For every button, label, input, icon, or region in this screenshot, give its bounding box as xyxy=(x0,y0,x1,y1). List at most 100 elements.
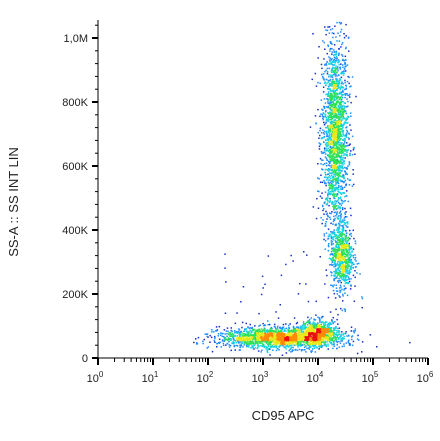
event-dot xyxy=(342,147,344,149)
event-dot xyxy=(340,100,342,102)
event-dot xyxy=(343,150,346,152)
event-dot xyxy=(270,341,273,343)
event-dot xyxy=(309,343,312,346)
event-dot xyxy=(339,93,342,95)
event-dot xyxy=(334,237,337,239)
event-dot xyxy=(336,145,338,148)
event-dot xyxy=(341,94,343,96)
event-dot xyxy=(328,59,331,61)
event-dot xyxy=(333,164,336,166)
event-dot xyxy=(239,336,241,338)
event-dot xyxy=(240,339,243,341)
event-dot xyxy=(275,311,277,313)
event-dot xyxy=(340,101,342,104)
event-dot xyxy=(337,199,339,202)
event-dot xyxy=(341,145,344,147)
event-dot xyxy=(309,328,312,331)
event-dot xyxy=(333,111,335,113)
event-dot xyxy=(229,333,231,336)
event-dot xyxy=(317,325,319,328)
event-dot xyxy=(329,129,331,131)
event-dot xyxy=(319,321,321,323)
event-dot xyxy=(335,153,338,156)
event-dot xyxy=(332,61,334,63)
event-dot xyxy=(314,323,316,325)
event-dot xyxy=(303,323,305,325)
event-dot xyxy=(272,346,274,348)
event-dot xyxy=(330,74,332,76)
event-dot xyxy=(355,266,357,268)
event-dot xyxy=(344,166,346,169)
event-dot xyxy=(329,311,332,313)
event-dot xyxy=(299,331,301,333)
event-dot xyxy=(223,329,226,331)
event-dot xyxy=(248,327,251,330)
event-dot xyxy=(337,138,339,140)
event-dot xyxy=(342,83,344,85)
event-dot xyxy=(308,322,311,324)
event-dot xyxy=(325,69,327,72)
event-dot xyxy=(325,210,327,213)
event-dot xyxy=(339,220,341,223)
event-dot xyxy=(334,59,337,62)
event-dot xyxy=(337,122,339,124)
event-dot xyxy=(279,339,282,342)
event-dot xyxy=(261,332,264,334)
event-dot xyxy=(329,57,331,59)
event-dot xyxy=(341,309,344,312)
event-dot xyxy=(292,325,295,328)
event-dot xyxy=(333,253,335,256)
event-dot xyxy=(221,332,223,335)
event-dot xyxy=(345,88,347,90)
event-dot xyxy=(209,334,211,337)
event-dot xyxy=(343,221,345,224)
event-dot xyxy=(345,211,347,213)
event-dot xyxy=(339,120,342,123)
event-dot xyxy=(325,63,327,65)
event-dot xyxy=(341,200,343,202)
event-dot xyxy=(331,151,334,153)
event-dot xyxy=(337,207,339,209)
event-dot xyxy=(322,332,325,334)
event-dot xyxy=(352,274,355,277)
event-dot xyxy=(347,240,349,242)
event-dot xyxy=(333,205,336,207)
event-dot xyxy=(344,70,347,72)
event-dot xyxy=(332,125,335,128)
event-dot xyxy=(332,327,335,329)
event-dot xyxy=(319,326,321,328)
event-dot xyxy=(332,157,334,160)
event-dot xyxy=(306,342,309,344)
event-dot xyxy=(343,117,345,120)
event-dot xyxy=(336,344,338,346)
event-dot xyxy=(325,64,328,66)
event-dot xyxy=(243,339,245,341)
event-dot xyxy=(266,342,268,344)
event-dot xyxy=(342,167,345,169)
event-dot xyxy=(331,339,334,341)
event-dot xyxy=(328,184,330,186)
event-dot xyxy=(232,338,235,340)
event-dot xyxy=(329,151,331,154)
event-dot xyxy=(331,187,333,189)
event-dot xyxy=(256,341,258,343)
event-dot xyxy=(346,98,348,100)
event-dot xyxy=(343,308,346,310)
event-dot xyxy=(237,337,240,339)
event-dot xyxy=(273,330,275,332)
event-dot xyxy=(321,152,323,154)
event-dot xyxy=(345,221,348,224)
event-dot xyxy=(331,32,334,34)
event-dot xyxy=(309,345,311,347)
event-dot xyxy=(287,341,289,343)
event-dot xyxy=(324,176,327,178)
event-dot xyxy=(344,292,346,294)
event-dot xyxy=(262,287,264,289)
event-dot xyxy=(335,290,338,292)
event-dot xyxy=(294,341,296,343)
event-dot xyxy=(329,153,332,155)
event-dot xyxy=(326,138,329,141)
event-dot xyxy=(334,211,337,214)
event-dot xyxy=(330,342,333,344)
event-dot xyxy=(330,122,332,125)
